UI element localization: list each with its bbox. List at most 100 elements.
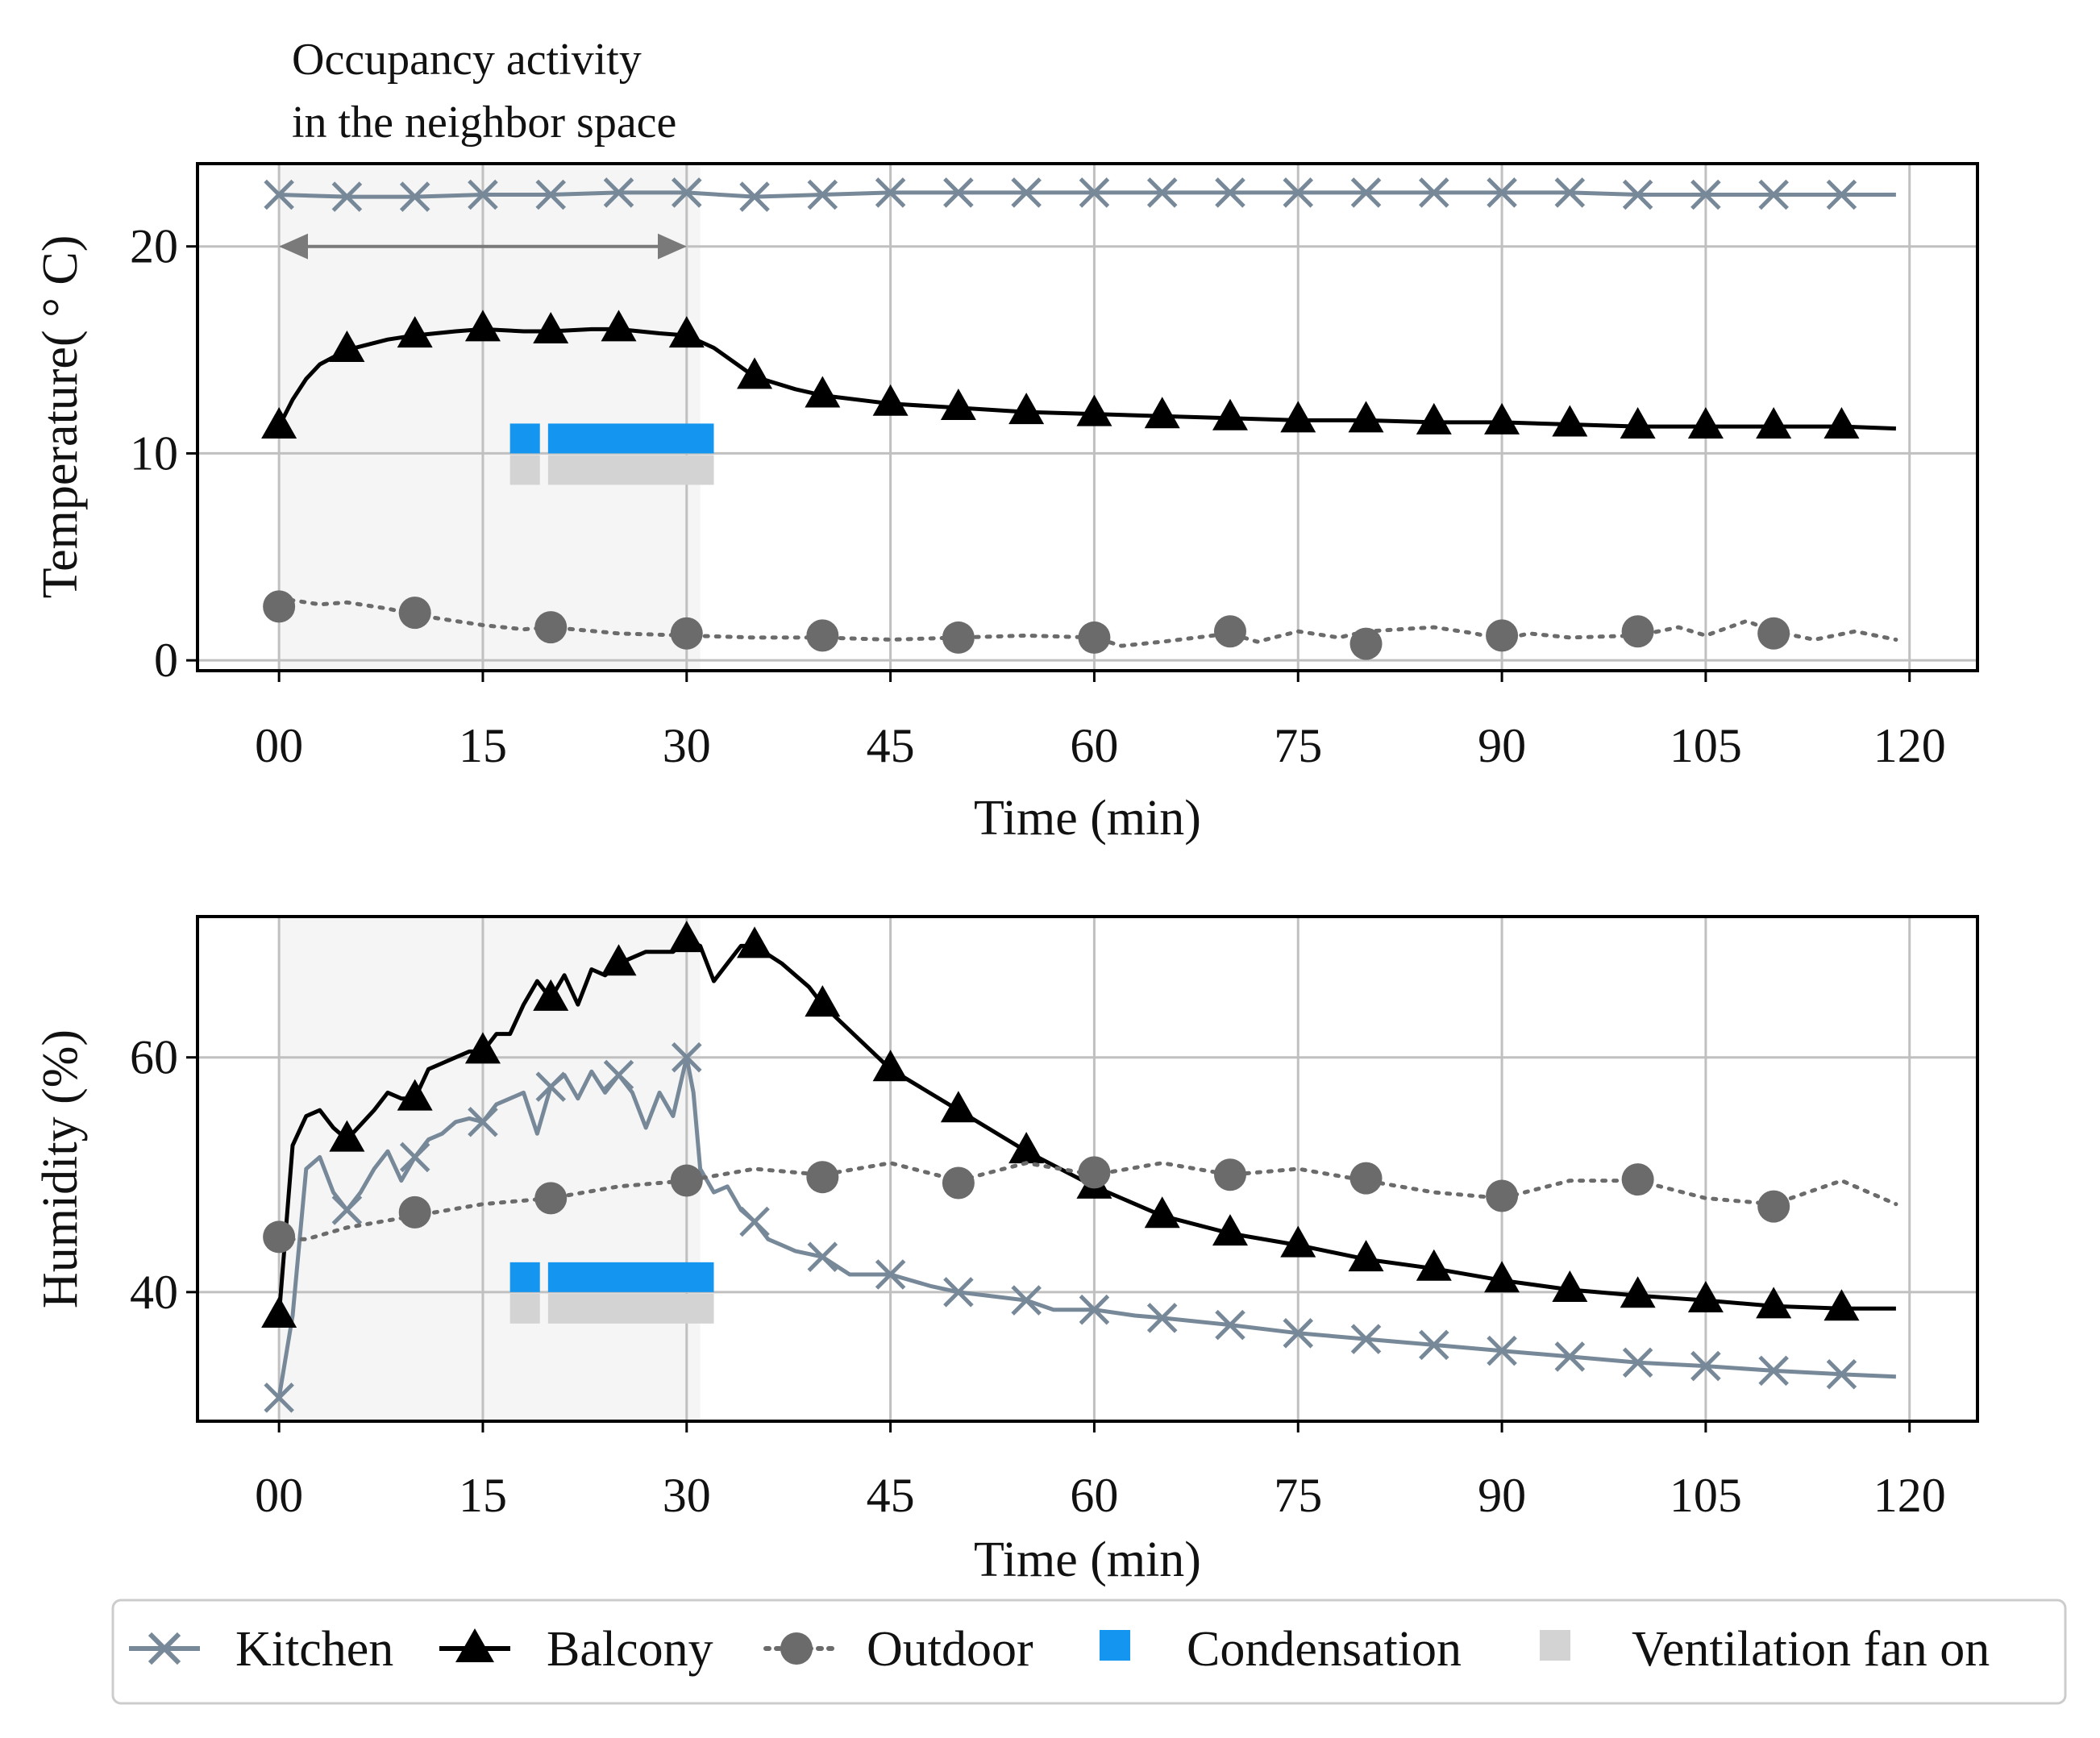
temp-outdoor-marker — [1349, 627, 1383, 660]
temp-outdoor-marker — [1213, 615, 1246, 648]
temp-xtick-label: 00 — [255, 719, 303, 772]
hum-ventilation-bar — [547, 1293, 714, 1324]
x-marker-stroke — [264, 179, 294, 210]
x-marker-stroke — [399, 1141, 430, 1173]
temp-kitchen-marker — [1826, 179, 1857, 210]
x-marker-stroke — [603, 1059, 634, 1091]
x-marker-stroke — [1826, 1358, 1857, 1390]
hum-xtick-label: 60 — [1070, 1469, 1118, 1522]
temp-xtick-label: 15 — [459, 719, 507, 772]
temp-xtick-label: 75 — [1274, 719, 1322, 772]
x-marker-stroke — [1690, 179, 1721, 210]
hum-condensation-bar — [509, 1262, 540, 1292]
temp-xtick-label: 45 — [867, 719, 915, 772]
x-marker-stroke — [672, 177, 702, 208]
temp-kitchen-marker — [1554, 177, 1586, 208]
hum-xtick-label: 90 — [1478, 1469, 1526, 1522]
hum-outdoor-marker — [263, 1220, 296, 1254]
temp-balcony-marker — [1416, 402, 1452, 434]
x-marker-stroke — [1011, 177, 1042, 208]
x-marker-stroke — [1079, 1294, 1110, 1325]
hum-kitchen-marker — [1826, 1358, 1857, 1390]
hum-balcony-marker — [533, 979, 569, 1011]
x-marker-stroke — [1622, 1347, 1653, 1378]
legend-ventilation-swatch — [1540, 1630, 1570, 1661]
x-marker-stroke — [1826, 179, 1857, 210]
temp-ytick-label: 10 — [130, 426, 178, 480]
x-marker-stroke — [1146, 1303, 1178, 1333]
hum-kitchen-marker — [1690, 1350, 1721, 1382]
temp-kitchen-marker — [1690, 179, 1721, 210]
hum-kitchen-marker — [1554, 1341, 1586, 1372]
temp-kitchen-marker — [468, 179, 498, 210]
temp-balcony-marker — [1823, 407, 1860, 439]
temp-balcony-marker — [872, 384, 909, 416]
hum-outdoor-marker — [1621, 1163, 1654, 1196]
temp-kitchen-marker — [1622, 179, 1653, 210]
x-marker-stroke — [875, 1259, 906, 1290]
hum-outdoor-marker — [534, 1182, 568, 1215]
temp-kitchen-marker — [1011, 177, 1042, 208]
legend-balcony-swatch — [439, 1628, 510, 1662]
hum-outdoor-marker — [1078, 1156, 1111, 1189]
temp-balcony-marker — [329, 331, 365, 363]
hum-condensation-bar — [547, 1262, 714, 1292]
temp-outdoor-marker — [263, 590, 296, 623]
legend: Kitchen Balcony Outdoor Condensation Ven… — [111, 1599, 2067, 1705]
temp-ytick-label: 20 — [130, 220, 178, 273]
hum-balcony-marker — [1756, 1287, 1792, 1319]
temp-balcony-marker — [1280, 401, 1316, 433]
temp-kitchen-marker — [1079, 177, 1110, 208]
x-marker-stroke — [1350, 177, 1382, 208]
x-marker-stroke — [1215, 1309, 1245, 1341]
temp-ytick-label: 0 — [154, 634, 178, 687]
temp-xtick-label: 105 — [1670, 719, 1742, 772]
hum-kitchen-marker — [1283, 1318, 1314, 1349]
hum-balcony-marker — [1823, 1289, 1860, 1321]
x-marker-stroke — [535, 179, 566, 210]
temp-outdoor-marker — [670, 617, 703, 650]
hum-ytick-label: 40 — [130, 1266, 178, 1319]
hum-kitchen-marker — [1622, 1347, 1653, 1378]
temp-outdoor-marker — [398, 597, 431, 630]
x-marker-stroke — [468, 1106, 498, 1137]
temp-kitchen-marker — [1350, 177, 1382, 208]
temp-kitchen-marker — [1215, 177, 1245, 208]
temp-outdoor-marker — [1078, 621, 1111, 654]
temp-condensation-bar — [547, 423, 714, 454]
x-marker-stroke — [1554, 1341, 1586, 1372]
hum-balcony-marker — [1280, 1225, 1316, 1258]
hum-kitchen-marker — [1419, 1329, 1449, 1361]
hum-kitchen-marker — [739, 1206, 770, 1237]
x-marker-stroke — [468, 179, 498, 210]
temp-y-axis-label: Temperature( ° C) — [33, 235, 88, 599]
x-marker-stroke — [1011, 1285, 1042, 1316]
hum-balcony-marker — [1620, 1276, 1656, 1308]
temp-balcony-marker — [1552, 405, 1588, 437]
hum-kitchen-marker — [1079, 1294, 1110, 1325]
temp-balcony-marker — [1348, 401, 1384, 433]
hum-kitchen-marker — [331, 1195, 363, 1225]
hum-kitchen-marker — [807, 1241, 838, 1272]
legend-kitchen-swatch — [129, 1632, 200, 1665]
x-marker-stroke — [1283, 1318, 1314, 1349]
temp-outdoor-line — [277, 596, 1898, 648]
hum-xtick-label: 45 — [867, 1469, 915, 1522]
temp-kitchen-marker — [331, 181, 363, 212]
hum-balcony-marker — [940, 1091, 976, 1123]
temp-balcony-marker — [397, 316, 433, 348]
hum-balcony-marker — [329, 1120, 365, 1152]
occupancy-annotation-line2: in the neighbor space — [292, 98, 676, 148]
temp-x-axis-label: Time (min) — [974, 791, 1201, 846]
x-marker-stroke — [739, 181, 770, 212]
temperature-chart: 00 15 30 45 60 75 90 105 120 0 10 20 Time (min) Tempe… — [33, 162, 1979, 846]
temp-kitchen-marker — [1419, 177, 1449, 208]
temp-xtick-label: 120 — [1873, 719, 1946, 772]
hum-balcony-marker — [668, 921, 705, 953]
temp-xtick-label: 90 — [1478, 719, 1526, 772]
temp-kitchen-marker — [943, 177, 974, 208]
hum-xtick-label: 120 — [1873, 1469, 1946, 1522]
hum-xtick-label: 105 — [1670, 1469, 1742, 1522]
hum-kitchen-marker — [535, 1071, 566, 1102]
